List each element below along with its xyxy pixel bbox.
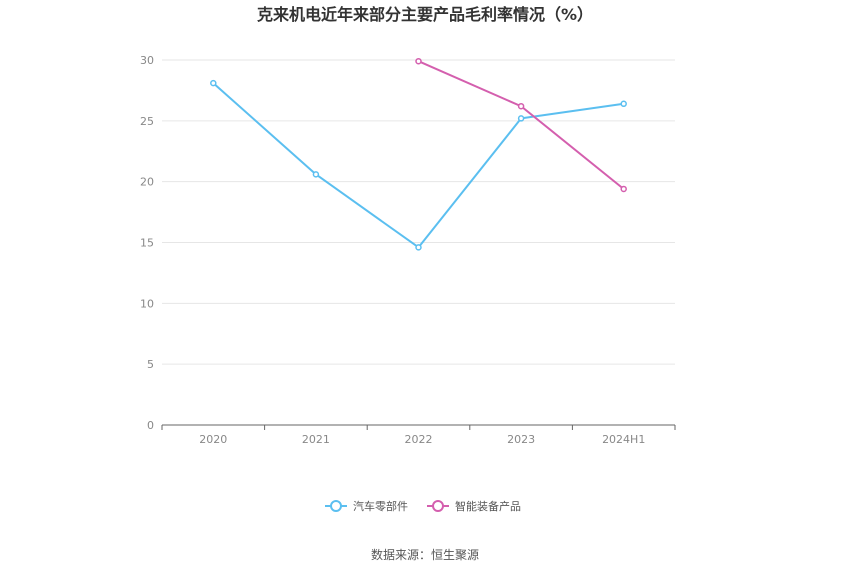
y-tick-label: 25 [140, 115, 154, 128]
x-tick-label: 2024H1 [602, 433, 645, 446]
chart-title: 克来机电近年来部分主要产品毛利率情况（%） [257, 5, 593, 24]
legend-item-1[interactable]: 智能装备产品 [427, 499, 521, 513]
data-point[interactable] [517, 115, 525, 122]
axes: 0 5 10 15 20 25 30 2020 2021 2022 2023 2024H1 [140, 54, 676, 446]
series-layer [210, 57, 627, 251]
y-tick-label: 0 [147, 419, 154, 432]
data-point[interactable] [415, 244, 422, 251]
data-point[interactable] [210, 79, 217, 87]
legend-label: 汽车零部件 [353, 499, 408, 513]
series-line-0 [212, 82, 624, 249]
legend-label: 智能装备产品 [455, 499, 521, 513]
data-point[interactable] [312, 171, 320, 178]
y-tick-label: 10 [140, 297, 154, 310]
legend-marker [432, 500, 444, 512]
source-label: 数据来源：恒生聚源 [371, 547, 479, 562]
y-tick-label: 30 [140, 54, 154, 67]
legend-item-0[interactable]: 汽车零部件 [325, 499, 408, 513]
y-tick-label: 15 [140, 237, 154, 250]
data-point[interactable] [620, 185, 627, 193]
legend[interactable]: 汽车零部件 智能装备产品 [325, 499, 521, 513]
x-tick-label: 2023 [507, 433, 535, 446]
x-tick-label: 2020 [199, 433, 227, 446]
x-tick-label: 2021 [302, 433, 330, 446]
series-line-1 [418, 60, 625, 190]
y-tick-label: 5 [147, 358, 154, 371]
y-tick-label: 20 [140, 176, 154, 189]
data-point[interactable] [415, 57, 422, 65]
data-point[interactable] [620, 100, 627, 108]
legend-marker [330, 500, 342, 512]
data-point[interactable] [517, 102, 525, 110]
x-tick-label: 2022 [405, 433, 433, 446]
